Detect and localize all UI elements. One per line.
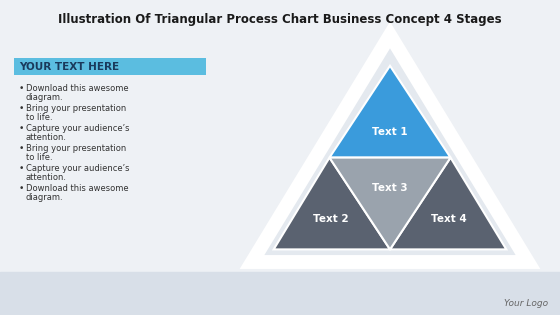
Polygon shape: [329, 66, 451, 158]
Text: •: •: [19, 104, 25, 113]
FancyBboxPatch shape: [14, 58, 206, 75]
Text: Text 1: Text 1: [372, 127, 408, 137]
Text: diagram.: diagram.: [26, 93, 64, 101]
Text: YOUR TEXT HERE: YOUR TEXT HERE: [19, 61, 119, 72]
Text: Bring your presentation: Bring your presentation: [26, 144, 126, 153]
Text: to life.: to life.: [26, 152, 53, 162]
Bar: [0, 272, 560, 315]
Text: Text 2: Text 2: [313, 214, 349, 224]
Text: Capture your audience’s: Capture your audience’s: [26, 164, 129, 173]
Polygon shape: [390, 158, 506, 249]
Text: •: •: [19, 124, 25, 133]
Text: Download this awesome: Download this awesome: [26, 84, 129, 93]
Text: attention.: attention.: [26, 133, 67, 141]
Text: •: •: [19, 164, 25, 173]
Text: Text 4: Text 4: [431, 214, 467, 224]
Polygon shape: [329, 158, 451, 249]
Text: diagram.: diagram.: [26, 192, 64, 202]
Text: Download this awesome: Download this awesome: [26, 184, 129, 193]
Text: Illustration Of Triangular Process Chart Business Concept 4 Stages: Illustration Of Triangular Process Chart…: [58, 13, 502, 26]
Text: Text 3: Text 3: [372, 183, 408, 193]
Text: •: •: [19, 84, 25, 93]
Text: Bring your presentation: Bring your presentation: [26, 104, 126, 113]
Text: to life.: to life.: [26, 112, 53, 122]
Polygon shape: [252, 35, 528, 262]
Text: attention.: attention.: [26, 173, 67, 181]
Text: Capture your audience’s: Capture your audience’s: [26, 124, 129, 133]
Text: •: •: [19, 144, 25, 153]
Text: Your Logo: Your Logo: [504, 299, 548, 308]
Text: •: •: [19, 184, 25, 193]
Polygon shape: [274, 158, 390, 249]
